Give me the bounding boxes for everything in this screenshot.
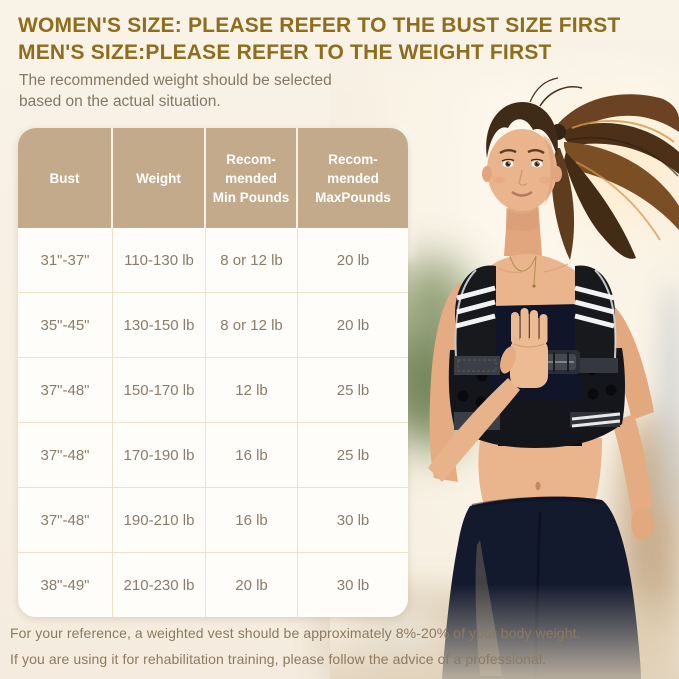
title-line-men: MEN'S SIZE:PLEASE REFER TO THE WEIGHT FI… bbox=[18, 41, 552, 64]
size-chart-table: Bust Weight Recom-mended Min Pounds Recom-me… bbox=[18, 128, 408, 617]
necklace bbox=[509, 255, 537, 285]
table-cell-r5-rec-min: 16 lb bbox=[206, 487, 298, 552]
table-cell-r2-rec-min: 8 or 12 lb bbox=[206, 292, 298, 357]
hair-crown bbox=[486, 102, 558, 158]
table-cell-r3-rec-min: 12 lb bbox=[206, 357, 298, 422]
footer-line-2: If you are using it for rehabilitation t… bbox=[10, 651, 547, 667]
table-cell-r5-weight: 190-210 lb bbox=[113, 487, 206, 552]
footer-note: For your reference, a weighted vest shou… bbox=[10, 620, 581, 672]
table-cell-r1-bust: 31"-37" bbox=[18, 228, 113, 292]
front-arm-and-hand bbox=[428, 308, 548, 482]
table-cell-r5-bust: 37"-48" bbox=[18, 487, 113, 552]
title-line-women: WOMEN'S SIZE: PLEASE REFER TO THE BUST S… bbox=[18, 14, 621, 37]
table-cell-r6-rec-max: 30 lb bbox=[298, 552, 408, 617]
subtitle-line-2: based on the actual situation. bbox=[19, 93, 221, 110]
header-cell-weight: Weight bbox=[113, 128, 206, 228]
table-cell-r2-rec-max: 20 lb bbox=[298, 292, 408, 357]
velcro-strap-upper bbox=[454, 356, 500, 375]
table-cell-r2-bust: 35"-45" bbox=[18, 292, 113, 357]
page-title: WOMEN'S SIZE: PLEASE REFER TO THE BUST S… bbox=[18, 12, 620, 66]
table-cell-r3-rec-max: 25 lb bbox=[298, 357, 408, 422]
table-cell-r1-rec-max: 20 lb bbox=[298, 228, 408, 292]
header-cell-bust: Bust bbox=[18, 128, 113, 228]
table-cell-r6-weight: 210-230 lb bbox=[113, 552, 206, 617]
subtitle-line-1: The recommended weight should be selecte… bbox=[19, 72, 332, 89]
table-cell-r3-weight: 150-170 lb bbox=[113, 357, 206, 422]
buckle bbox=[542, 350, 580, 374]
header-cell-rec-min: Recom-mended Min Pounds bbox=[206, 128, 298, 228]
table-cell-r4-weight: 170-190 lb bbox=[113, 422, 206, 487]
table-cell-r6-bust: 38"-49" bbox=[18, 552, 113, 617]
page-subtitle: The recommended weight should be selecte… bbox=[19, 70, 332, 112]
table-cell-r3-bust: 37"-48" bbox=[18, 357, 113, 422]
header-cell-rec-max: Recom-mended MaxPounds bbox=[298, 128, 408, 228]
table-cell-r4-rec-min: 16 lb bbox=[206, 422, 298, 487]
table-cell-r1-rec-min: 8 or 12 lb bbox=[206, 228, 298, 292]
table-cell-r5-rec-max: 30 lb bbox=[298, 487, 408, 552]
table-cell-r4-bust: 37"-48" bbox=[18, 422, 113, 487]
table-cell-r4-rec-max: 25 lb bbox=[298, 422, 408, 487]
table-cell-r1-weight: 110-130 lb bbox=[113, 228, 206, 292]
table-cell-r6-rec-min: 20 lb bbox=[206, 552, 298, 617]
table-cell-r2-weight: 130-150 lb bbox=[113, 292, 206, 357]
head-and-face bbox=[482, 102, 562, 211]
ponytail-hair bbox=[529, 77, 679, 260]
footer-line-1: For your reference, a weighted vest shou… bbox=[10, 625, 581, 641]
